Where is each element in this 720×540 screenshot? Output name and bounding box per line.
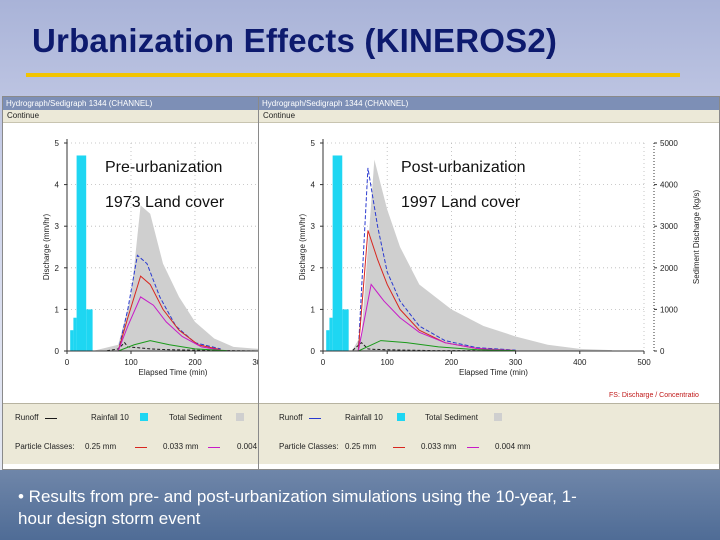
y-tick-label: 0 xyxy=(311,347,316,356)
y2-tick-label: 3000 xyxy=(660,222,678,231)
rainfall-swatch xyxy=(397,413,405,421)
x-tick-label: 400 xyxy=(573,358,587,367)
y2-tick-label: 0 xyxy=(660,347,665,356)
y-tick-label: 5 xyxy=(311,139,316,148)
legend-pc1: 0.25 mm xyxy=(345,442,377,451)
x-tick-label: 500 xyxy=(637,358,651,367)
total-sediment-swatch xyxy=(236,413,244,421)
x-tick-label: 100 xyxy=(381,358,395,367)
legend-total-sediment: Total Sediment xyxy=(425,413,478,422)
x-tick-label: 100 xyxy=(124,358,138,367)
legend-particle-classes: Particle Classes: xyxy=(279,442,339,451)
rainfall-bar xyxy=(326,330,330,351)
legend-runoff: Runoff xyxy=(15,413,39,422)
x-tick-label: 300 xyxy=(509,358,523,367)
legend-rainfall-value: 10 xyxy=(373,413,383,422)
y-axis-label: Discharge (mm/hr) xyxy=(298,214,307,281)
x-tick-label: 200 xyxy=(188,358,202,367)
y2-tick-label: 4000 xyxy=(660,181,678,190)
rainfall-bar xyxy=(332,155,343,351)
total-sediment-area xyxy=(92,205,259,351)
rainfall-bar xyxy=(73,317,77,351)
pc2-swatch xyxy=(208,447,220,448)
y-axis-label: Discharge (mm/hr) xyxy=(42,214,51,281)
legend-pc3: 0.004 mm xyxy=(237,442,265,451)
y-tick-label: 2 xyxy=(55,264,60,273)
y-tick-label: 3 xyxy=(55,222,60,231)
legend-rainfall: Rainfall 10 xyxy=(91,413,129,422)
legend-pc3: 0.004 mm xyxy=(495,442,531,451)
series-line-0-004-mm xyxy=(357,283,516,352)
y-tick-label: 5 xyxy=(55,139,60,148)
series-line-0-004-mm xyxy=(117,296,221,352)
legend-rainfall-text: Rainfall xyxy=(91,413,118,422)
hydrograph-window-post: 0 1 2 3 4 5 0 100 200 300 400 500 Elapsed Time (min)… xyxy=(258,96,720,470)
y-tick-label: 4 xyxy=(311,181,316,190)
pc1-swatch xyxy=(135,447,147,448)
legend-pc2: 0.033 mm xyxy=(163,442,199,451)
chart-label-line2: 1973 Land cover xyxy=(105,194,225,211)
window-title-bar[interactable]: Hydrograph/Sedigraph 1344 (CHANNEL) xyxy=(259,97,719,110)
y-tick-label: 1 xyxy=(311,305,316,314)
legend-rainfall-value: 10 xyxy=(119,413,129,422)
pre-urbanization-chart: 0123450100200300Elapsed Time (min)Discha… xyxy=(42,139,265,377)
continue-menu[interactable]: Continue xyxy=(3,110,265,123)
y-tick-label: 1 xyxy=(55,305,60,314)
chart-label-line1: Pre-urbanization xyxy=(105,159,223,176)
total-sediment-area xyxy=(351,159,612,351)
series-line-0-25-mm xyxy=(117,275,221,352)
rainfall-bar xyxy=(342,309,349,351)
legend-rainfall: Rainfall 10 xyxy=(345,413,383,422)
chart-label-line2: 1997 Land cover xyxy=(401,194,521,211)
rainfall-bar xyxy=(76,155,87,351)
y2-tick-label: 2000 xyxy=(660,264,678,273)
x-axis-label: Elapsed Time (min) xyxy=(139,368,208,377)
bullet-band xyxy=(0,470,720,540)
rainfall-bar xyxy=(86,309,93,351)
legend-panel: Runoff Rainfall 10 Total Sediment Partic… xyxy=(3,403,265,464)
series-line-fine xyxy=(358,340,516,352)
y-tick-label: 4 xyxy=(55,181,60,190)
rainfall-bar xyxy=(329,317,333,351)
legend-rainfall-text: Rainfall xyxy=(345,413,372,422)
footnote-label: FS: Discharge / Concentratio xyxy=(609,392,699,399)
post-urbanization-chart: 0 1 2 3 4 5 0 100 200 300 400 500 Elapsed Time (min)… xyxy=(298,139,701,377)
y-tick-label: 2 xyxy=(311,264,316,273)
series-line-fine xyxy=(118,340,228,352)
window-title-bar[interactable]: Hydrograph/Sedigraph 1344 (CHANNEL) xyxy=(3,97,265,110)
chart-label-line1: Post-urbanization xyxy=(401,159,526,176)
rainfall-bar xyxy=(70,330,74,351)
x-axis-label: Elapsed Time (min) xyxy=(459,368,528,377)
series-line-runoff xyxy=(67,341,260,352)
title-underline xyxy=(26,73,680,77)
series-line-0-033-mm xyxy=(357,167,516,352)
pc1-swatch xyxy=(393,447,405,448)
y2-axis-label: Sediment Discharge (kg/s) xyxy=(692,190,701,285)
hydrograph-window-pre: 0123450100200300Elapsed Time (min)Discha… xyxy=(2,96,266,470)
y-tick-label: 3 xyxy=(311,222,316,231)
pc2-swatch xyxy=(467,447,479,448)
legend-runoff: Runoff xyxy=(279,413,303,422)
x-tick-label: 200 xyxy=(445,358,459,367)
y2-tick-label: 1000 xyxy=(660,305,678,314)
rainfall-swatch xyxy=(140,413,148,421)
y-tick-label: 0 xyxy=(55,347,60,356)
y2-tick-label: 5000 xyxy=(660,139,678,148)
runoff-swatch xyxy=(45,418,57,419)
x-tick-label: 0 xyxy=(321,358,326,367)
summary-bullet: • Results from pre- and post-urbanizatio… xyxy=(18,487,577,528)
slide-title: Urbanization Effects (KINEROS2) xyxy=(32,22,558,59)
legend-total-sediment: Total Sediment xyxy=(169,413,222,422)
runoff-swatch xyxy=(309,418,321,419)
x-tick-label: 0 xyxy=(65,358,70,367)
legend-panel: Runoff Rainfall 10 Total Sediment Partic… xyxy=(259,403,719,464)
continue-menu[interactable]: Continue xyxy=(259,110,719,123)
legend-pc1: 0.25 mm xyxy=(85,442,117,451)
legend-pc2: 0.033 mm xyxy=(421,442,457,451)
legend-particle-classes: Particle Classes: xyxy=(15,442,75,451)
total-sediment-swatch xyxy=(494,413,502,421)
